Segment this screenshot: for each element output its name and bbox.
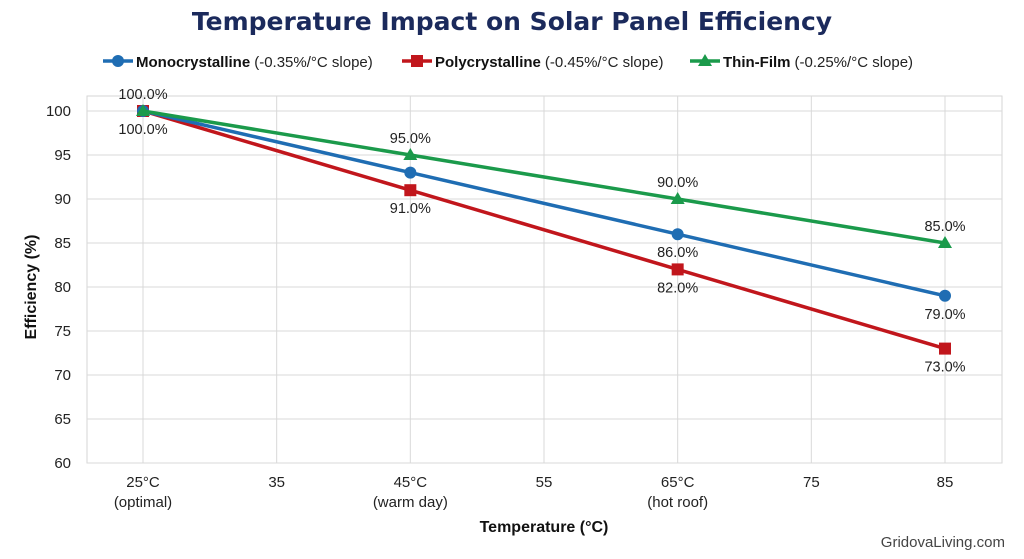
legend-note: (-0.45%/°C slope) xyxy=(545,54,664,71)
legend-item-polycrystalline: Polycrystalline (-0.45%/°C slope) xyxy=(402,54,663,71)
data-point xyxy=(404,184,417,197)
y-tick-label: 90 xyxy=(54,191,71,208)
x-tick-label: 35 xyxy=(268,474,285,491)
data-point xyxy=(670,192,685,204)
data-point xyxy=(938,236,952,248)
x-tick-label: 65°C xyxy=(661,474,695,491)
y-tick-label: 85 xyxy=(54,235,71,252)
y-tick-label: 80 xyxy=(54,279,71,296)
legend-item-thin-film: Thin-Film (-0.25%/°C slope) xyxy=(690,54,913,71)
data-label: 100.0% xyxy=(118,87,167,103)
y-axis-label: Efficiency (%) xyxy=(23,235,40,340)
legend-note: (-0.25%/°C slope) xyxy=(795,54,914,71)
x-tick-label: 55 xyxy=(536,474,553,491)
chart-title: Temperature Impact on Solar Panel Effici… xyxy=(192,7,832,36)
legend-name: Thin-Film xyxy=(723,54,791,71)
series-line xyxy=(142,109,946,351)
data-point xyxy=(136,104,150,116)
data-point xyxy=(939,342,951,355)
x-tick-sublabel: (optimal) xyxy=(114,494,172,511)
legend-marker xyxy=(411,55,423,67)
legend-name: Monocrystalline xyxy=(136,54,250,71)
x-tick-label: 25°C xyxy=(126,474,160,491)
data-label: 85.0% xyxy=(924,219,965,235)
x-tick-label: 45°C xyxy=(394,474,428,491)
legend-marker xyxy=(112,55,124,67)
y-tick-label: 60 xyxy=(54,455,71,472)
legend-text: Polycrystalline (-0.45%/°C slope) xyxy=(435,54,663,71)
data-label: 79.0% xyxy=(924,307,965,323)
series-group xyxy=(136,104,952,355)
y-tick-label: 70 xyxy=(54,367,71,384)
data-label: 91.0% xyxy=(390,201,431,217)
data-point xyxy=(671,228,684,241)
data-label: 86.0% xyxy=(657,245,698,261)
series-line xyxy=(142,109,946,245)
data-label: 90.0% xyxy=(657,175,698,191)
legend-item-monocrystalline: Monocrystalline (-0.35%/°C slope) xyxy=(103,54,373,71)
legend-text: Monocrystalline (-0.35%/°C slope) xyxy=(136,54,373,71)
legend-marker xyxy=(698,54,712,66)
x-tick-sublabel: (warm day) xyxy=(373,494,448,511)
grid: 60 65 70 75 80 85 90 95 100 25°C (optimal) 35 45°C (w… xyxy=(46,95,1003,511)
y-tick-label: 100 xyxy=(46,103,71,120)
data-point xyxy=(939,289,951,302)
x-tick-sublabel: (hot roof) xyxy=(647,494,708,511)
data-labels: 100.0% 100.0% 95.0% 91.0% 90.0% 86.0% 82.0% 85.… xyxy=(118,87,965,376)
legend-note: (-0.35%/°C slope) xyxy=(254,54,373,71)
series-thin-film xyxy=(136,104,952,248)
legend-name: Polycrystalline xyxy=(435,54,541,71)
data-point xyxy=(404,166,417,179)
watermark: GridovaLiving.com xyxy=(881,534,1005,551)
y-tick-label: 95 xyxy=(54,147,71,164)
data-label: 73.0% xyxy=(924,360,965,376)
data-point xyxy=(403,148,418,160)
y-tick-label: 65 xyxy=(54,411,71,428)
y-tick-label: 75 xyxy=(54,323,71,340)
legend: Monocrystalline (-0.35%/°C slope) Polycrys… xyxy=(103,54,913,71)
legend-text: Thin-Film (-0.25%/°C slope) xyxy=(723,54,913,71)
x-tick-label: 85 xyxy=(937,474,954,491)
x-tick-label: 75 xyxy=(803,474,820,491)
series-line xyxy=(142,109,946,298)
data-label: 95.0% xyxy=(390,131,431,147)
data-label: 82.0% xyxy=(657,280,698,296)
data-point xyxy=(671,263,684,276)
data-label: 100.0% xyxy=(118,122,167,138)
x-axis-label: Temperature (°C) xyxy=(480,519,609,536)
